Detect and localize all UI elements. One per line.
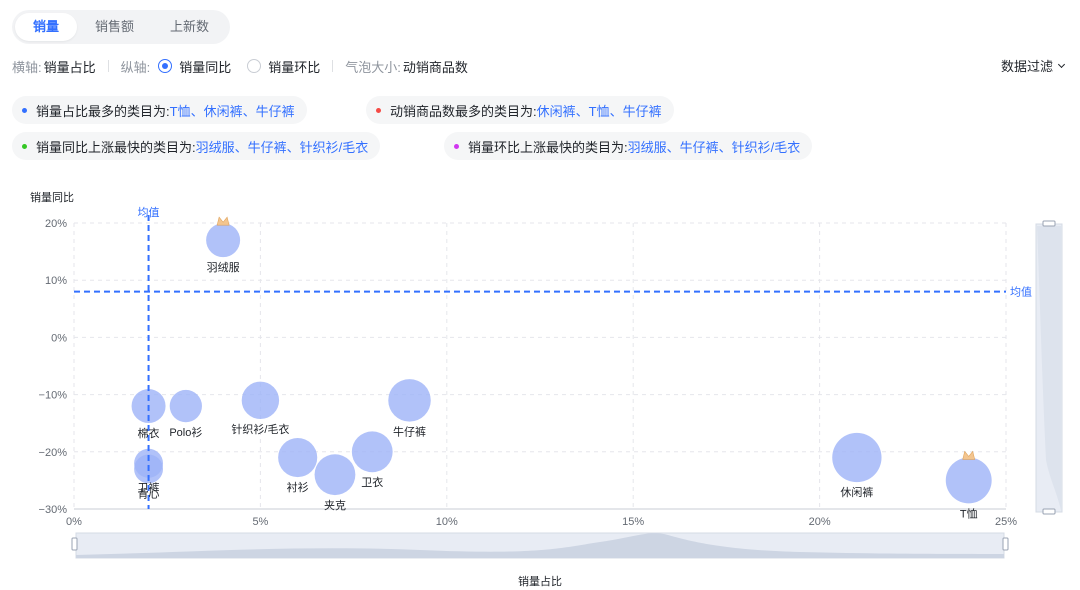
bubble-layer bbox=[131, 223, 992, 504]
radio-yoy-label: 销量同比 bbox=[179, 59, 232, 75]
slider-right-handle bbox=[1002, 537, 1009, 551]
bubble bbox=[945, 457, 992, 504]
bubble-label: 牛仔裤 bbox=[393, 425, 426, 439]
bullet-icon bbox=[22, 107, 27, 113]
bubble-label: 休闲裤 bbox=[840, 485, 873, 499]
axis-layer: 销量同比 销量占比 20%10%0%−10%−20%−30%0% 5% 10% 15%… bbox=[30, 190, 1017, 588]
x-tick-label: 5% bbox=[252, 516, 268, 528]
slider-top-handle bbox=[1042, 220, 1056, 227]
metric-tabs: 销量 销售额 上新数 bbox=[12, 10, 231, 44]
axis-controls: 横轴: 销量占比 纵轴: 销量同比 销量环比 气泡大小: 动销商品数 数据过滤 bbox=[12, 56, 1066, 76]
insight-value[interactable]: 羽绒服、牛仔裤、针织衫/毛衣 bbox=[627, 139, 801, 155]
insight-label: 销量同比上涨最快的类目为: bbox=[36, 139, 196, 155]
x-axis-label: 横轴: bbox=[12, 59, 42, 75]
insight-value[interactable]: 休闲裤、T恤、牛仔裤 bbox=[536, 103, 662, 119]
y-tick-label: −10% bbox=[39, 390, 68, 402]
data-filter-label: 数据过滤 bbox=[1000, 59, 1053, 74]
y-tick-label: 0% bbox=[51, 332, 67, 344]
bubble-chart: 销量同比 销量占比 20%10%0%−10%−20%−30%0% 5% 10% 15%… bbox=[30, 190, 1063, 588]
bubble-label: 夹克 bbox=[324, 499, 346, 512]
insight-value[interactable]: 羽绒服、牛仔裤、针织衫/毛衣 bbox=[195, 139, 369, 155]
y-range-slider[interactable] bbox=[1035, 220, 1063, 515]
radio-mom[interactable]: 销量环比 bbox=[247, 57, 320, 76]
x-tick-label: 15% bbox=[622, 516, 644, 528]
y-tick-label: 20% bbox=[45, 218, 67, 230]
bubble-label: 背心 bbox=[138, 486, 160, 500]
slider-bottom-handle bbox=[1042, 508, 1056, 515]
bubble-label: 羽绒服 bbox=[207, 261, 240, 274]
insight-active-items: 动销商品数最多的类目为: 休闲裤、T恤、牛仔裤 bbox=[366, 96, 674, 124]
x-tick-label: 0% bbox=[66, 516, 82, 528]
divider bbox=[332, 60, 334, 72]
bubble bbox=[206, 223, 241, 258]
bubble bbox=[169, 389, 202, 423]
radio-mom-label: 销量环比 bbox=[268, 59, 321, 75]
y-axis-title: 销量同比 bbox=[30, 190, 74, 204]
bubble bbox=[314, 454, 356, 496]
bubble-label: 针织衫/毛衣 bbox=[231, 422, 289, 436]
x-range-slider[interactable] bbox=[71, 532, 1009, 559]
x-tick-label: 25% bbox=[995, 516, 1017, 528]
crown-icon bbox=[216, 216, 230, 226]
bubble-label: T恤 bbox=[960, 507, 978, 520]
bubble-label: 衬衫 bbox=[287, 481, 309, 494]
bullet-icon bbox=[376, 107, 381, 113]
bubble-label: 卫衣 bbox=[361, 475, 383, 489]
grid-layer bbox=[73, 222, 1007, 510]
insight-mom-growth: 销量环比上涨最快的类目为: 羽绒服、牛仔裤、针织衫/毛衣 bbox=[444, 132, 813, 160]
tab-new-items[interactable]: 上新数 bbox=[170, 19, 210, 34]
mean-x-label: 均值 bbox=[138, 206, 160, 219]
insight-volume-share: 销量占比最多的类目为: T恤、休闲裤、牛仔裤 bbox=[12, 96, 307, 124]
bubble-size-label: 气泡大小: bbox=[345, 59, 401, 75]
insight-value[interactable]: T恤、休闲裤、牛仔裤 bbox=[169, 103, 295, 119]
x-tick-label: 10% bbox=[436, 516, 458, 528]
radio-mom-indicator bbox=[247, 59, 262, 73]
chevron-down-icon bbox=[1057, 60, 1066, 68]
tab-sales-volume[interactable]: 销量 bbox=[15, 13, 78, 41]
bubble-label: 卫裤 bbox=[138, 481, 160, 495]
bubble-label: Polo衫 bbox=[169, 426, 202, 439]
crown-icon bbox=[962, 450, 976, 460]
insight-label: 销量环比上涨最快的类目为: bbox=[468, 139, 628, 155]
mean-y-label: 均值 bbox=[1010, 286, 1032, 299]
data-filter-dropdown[interactable]: 数据过滤 bbox=[1000, 56, 1066, 75]
y-tick-label: 10% bbox=[45, 275, 67, 287]
x-tick-label: 20% bbox=[809, 516, 831, 528]
y-tick-label: −20% bbox=[39, 447, 68, 459]
insight-label: 销量占比最多的类目为: bbox=[36, 103, 170, 119]
x-axis-title: 销量占比 bbox=[518, 574, 562, 588]
bubble bbox=[241, 381, 280, 420]
slider-sparkline bbox=[76, 533, 1004, 558]
slider-left-handle bbox=[71, 537, 78, 551]
x-axis-value: 销量占比 bbox=[43, 59, 96, 75]
divider bbox=[107, 60, 109, 72]
bubble-label: 棉衣 bbox=[138, 426, 160, 440]
insight-yoy-growth: 销量同比上涨最快的类目为: 羽绒服、牛仔裤、针织衫/毛衣 bbox=[12, 132, 381, 160]
y-tick-label: −30% bbox=[39, 504, 68, 516]
bubble bbox=[832, 432, 882, 483]
radio-yoy[interactable]: 销量同比 bbox=[158, 57, 231, 76]
y-axis-label: 纵轴: bbox=[120, 59, 151, 75]
radio-yoy-indicator bbox=[158, 59, 173, 73]
bullet-icon bbox=[22, 143, 27, 149]
bubble bbox=[278, 437, 318, 478]
bullet-icon bbox=[454, 143, 459, 149]
insight-label: 动销商品数最多的类目为: bbox=[390, 103, 537, 119]
bubble bbox=[388, 379, 431, 422]
bubble bbox=[351, 431, 393, 473]
bubble-size-value: 动销商品数 bbox=[402, 59, 468, 75]
slider-sparkline bbox=[1037, 226, 1061, 510]
tab-sales-amount[interactable]: 销售额 bbox=[95, 19, 135, 34]
mean-lines: 均值 均值 bbox=[74, 206, 1032, 509]
